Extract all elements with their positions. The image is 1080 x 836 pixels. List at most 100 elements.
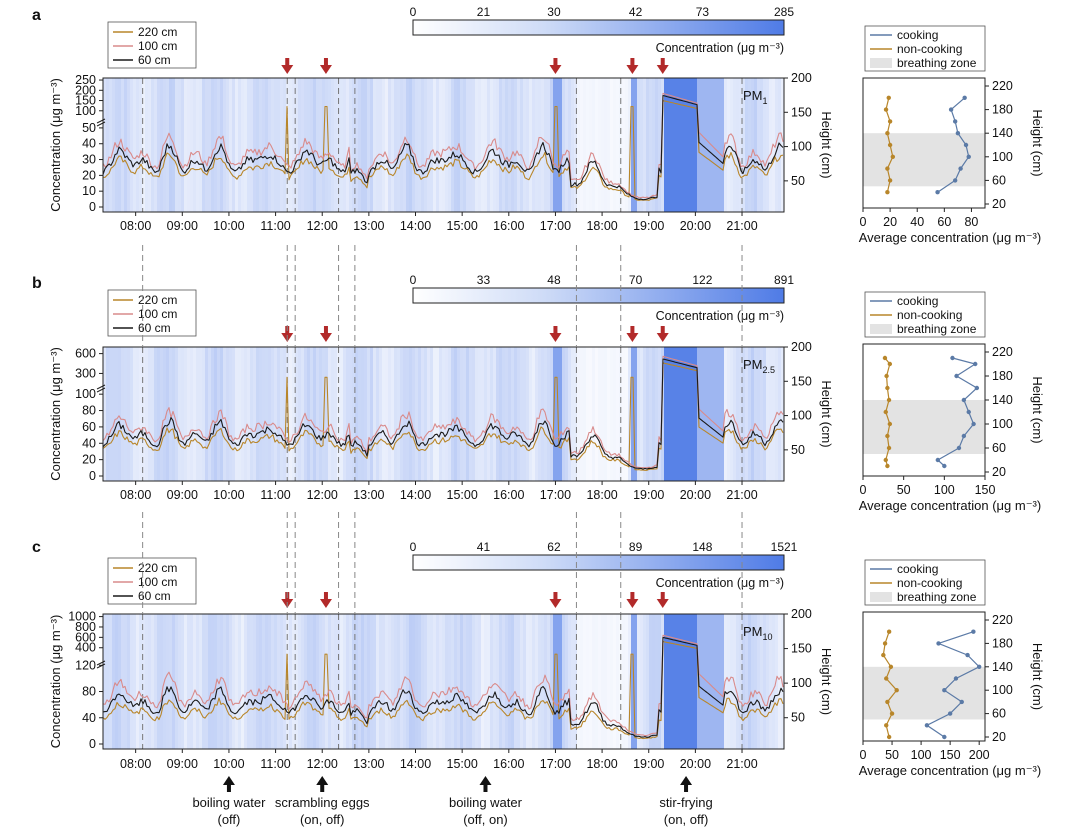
profile-x-tick-label: 0: [860, 748, 867, 762]
heatmap-cell: [643, 614, 647, 749]
heatmap-cell: [562, 347, 566, 481]
heatmap-cell: [730, 78, 734, 212]
y-tick-label: 30: [82, 153, 96, 167]
heatmap-cell: [232, 78, 236, 212]
height-tick-label: 100: [791, 676, 812, 690]
heatmap-cell: [364, 614, 368, 749]
legend-label: cooking: [897, 28, 938, 42]
legend-swatch: [870, 324, 892, 334]
heatmap-cell: [712, 78, 716, 212]
heatmap-cell: [451, 347, 455, 481]
heatmap-cell: [313, 614, 317, 749]
heatmap-cell: [694, 614, 698, 749]
heatmap-cell: [310, 78, 314, 212]
y-tick-label: 400: [75, 641, 96, 655]
heatmap-cell: [334, 614, 338, 749]
heatmap-cell: [469, 78, 473, 212]
colorbar-tick-label: 1521: [771, 540, 798, 554]
heatmap-cell: [598, 347, 602, 481]
heatmap-cell: [274, 347, 278, 481]
heatmap-cell: [619, 347, 623, 481]
heatmap-cell: [421, 347, 425, 481]
profile-height-tick-label: 60: [992, 441, 1006, 455]
heatmap-cell: [187, 614, 191, 749]
heatmap-cell: [367, 78, 371, 212]
heatmap-cell: [472, 347, 476, 481]
heatmap-cell: [316, 614, 320, 749]
breathing-zone: [863, 666, 985, 720]
heatmap-cell: [325, 347, 329, 481]
heatmap-cell: [478, 78, 482, 212]
heatmap-cell: [583, 78, 587, 212]
heatmap-cell: [118, 347, 122, 481]
heatmap-cell: [397, 347, 401, 481]
colorbar: [412, 287, 785, 304]
heatmap-cell: [391, 614, 395, 749]
heatmap-cell: [778, 78, 782, 212]
heatmap-cell: [523, 78, 527, 212]
heatmap-cell: [517, 614, 521, 749]
colorbar-tick-label: 62: [547, 540, 561, 554]
profile-x-tick-label: 0: [860, 483, 867, 497]
heatmap-cell: [436, 347, 440, 481]
x-tick-label: 11:00: [260, 219, 290, 233]
heatmap-cell: [607, 78, 611, 212]
heatmap-cell: [547, 347, 551, 481]
heatmap-cell: [667, 347, 671, 481]
x-tick-label: 18:00: [586, 488, 617, 502]
x-tick-label: 19:00: [633, 219, 664, 233]
heatmap-cell: [484, 614, 488, 749]
y-tick-label: 600: [75, 630, 96, 644]
colorbar-tick-label: 41: [477, 540, 491, 554]
heatmap-cell: [130, 347, 134, 481]
heatmap-cell: [721, 78, 725, 212]
profile-frame: [862, 611, 986, 742]
heatmap-cell: [139, 78, 143, 212]
heatmap-cell: [142, 78, 146, 212]
cooking-point: [958, 166, 963, 171]
heatmap-cell: [499, 614, 503, 749]
heatmap-cell: [148, 78, 152, 212]
heatmap-cell: [514, 78, 518, 212]
heatmap-cell: [442, 614, 446, 749]
heatmap-cell: [676, 347, 680, 481]
heatmap-cell: [262, 78, 266, 212]
heatmap-cell: [190, 347, 194, 481]
event-name: boiling water: [192, 795, 266, 810]
legend-box: [107, 289, 197, 337]
x-tick-label: 16:00: [493, 488, 524, 502]
heatmap-cell: [745, 347, 749, 481]
heatmap-cell: [754, 78, 758, 212]
heatmap-cell: [301, 614, 305, 749]
heatmap-cell: [442, 347, 446, 481]
heatmap-cell: [700, 614, 704, 749]
noncooking-point: [885, 166, 890, 171]
heatmap-cell: [112, 78, 116, 212]
heatmap-cell: [115, 78, 119, 212]
heatmap-cell: [439, 78, 443, 212]
event-arrow-stem: [320, 784, 325, 792]
heatmap-cell: [109, 614, 113, 749]
heatmap-cell: [385, 78, 389, 212]
heatmap-cell: [442, 78, 446, 212]
heatmap-cell: [415, 614, 419, 749]
noncooking-point: [887, 361, 893, 367]
heatmap-cell: [598, 78, 602, 212]
heatmap-cell: [646, 347, 650, 481]
heatmap-cell: [688, 78, 692, 212]
y-tick-label: 300: [75, 366, 96, 380]
heatmap-cell: [751, 78, 755, 212]
heatmap-cell: [781, 78, 785, 212]
heatmap-cell: [349, 614, 353, 749]
heatmap-cell: [307, 614, 311, 749]
colorbar-tick-label: 285: [774, 5, 794, 19]
heatmap-cell: [130, 78, 134, 212]
heatmap-cell: [196, 78, 200, 212]
heatmap-cell: [124, 78, 128, 212]
panel-letter: b: [32, 275, 42, 292]
heatmap-cell: [199, 614, 203, 749]
heatmap-cell: [667, 78, 671, 212]
colorbar-title: Concentration (μg m⁻³): [656, 309, 784, 323]
heatmap-cell: [601, 347, 605, 481]
heatmap-cell: [616, 614, 620, 749]
